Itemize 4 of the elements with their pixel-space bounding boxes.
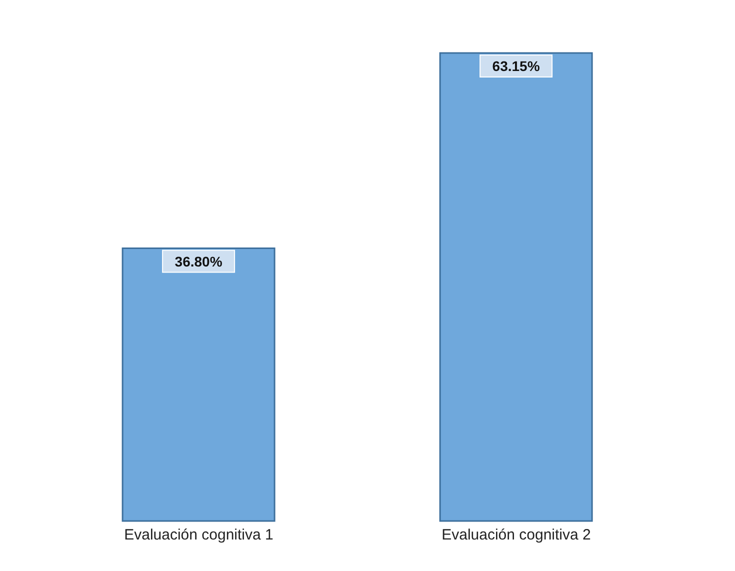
data-label: 36.80% xyxy=(174,253,223,270)
x-tick-label: Evaluación cognitiva 2 xyxy=(442,526,591,544)
data-label: 63.15% xyxy=(492,58,540,74)
x-tick-label: Evaluación cognitiva 1 xyxy=(124,526,274,544)
